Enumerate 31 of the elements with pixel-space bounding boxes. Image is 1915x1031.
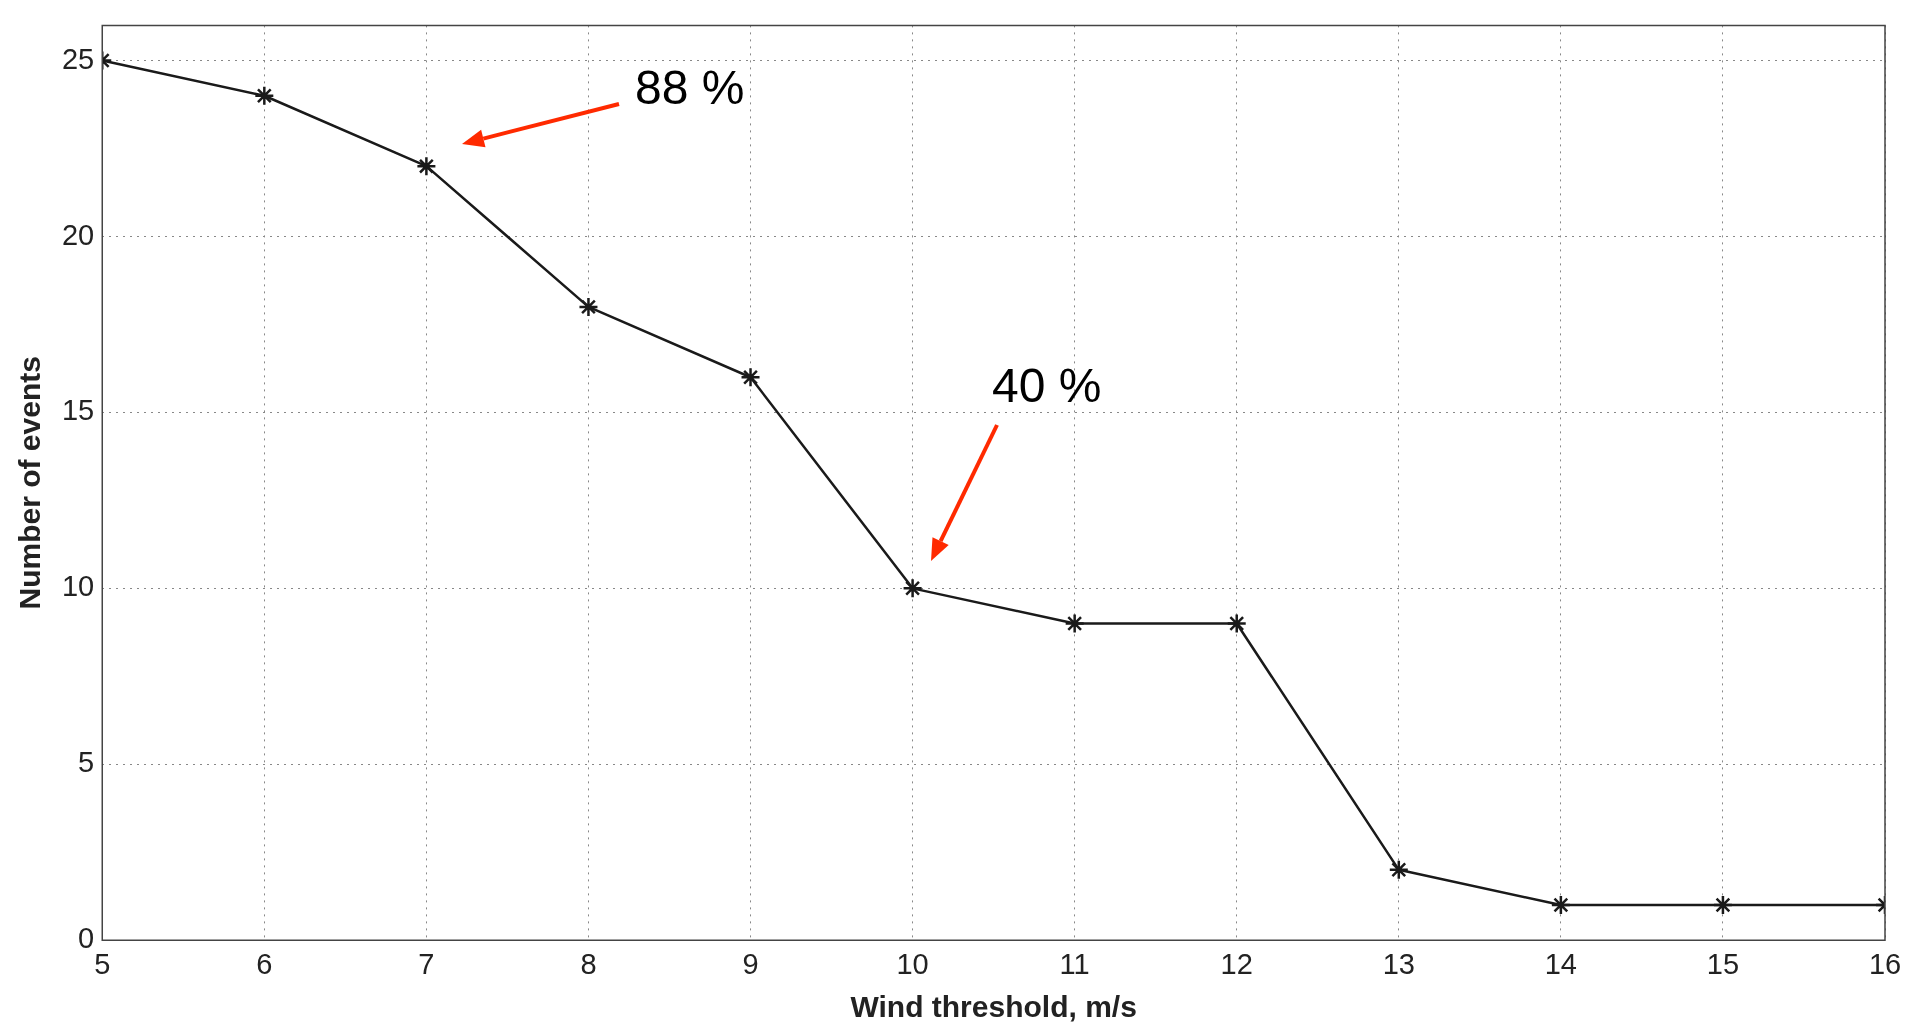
y-axis-title: Number of events (13, 356, 47, 610)
x-tick-label: 15 (1706, 947, 1740, 980)
x-tick-label: 8 (580, 947, 597, 980)
point (254, 85, 275, 107)
annotation: 88 % (635, 61, 745, 114)
x-tick-label: 11 (1059, 947, 1090, 980)
y-tick-label: 15 (61, 394, 95, 427)
y-tick-label: 20 (61, 218, 95, 251)
point (740, 367, 761, 388)
point (578, 296, 599, 318)
x-tick-label: 13 (1382, 947, 1415, 980)
x-tick-label: 6 (256, 947, 273, 980)
y-tick-label: 10 (61, 570, 95, 603)
point (1388, 859, 1410, 881)
x-tick-label: 16 (1868, 947, 1902, 980)
x-tick-label: 14 (1544, 947, 1577, 980)
x-tick-label: 9 (742, 947, 759, 980)
point (1064, 613, 1085, 634)
point (1550, 894, 1572, 916)
point (1712, 894, 1734, 916)
x-axis-title: Wind threshold, m/s (850, 990, 1137, 1024)
y-tick-label: 0 (78, 922, 95, 955)
x-tick-label: 12 (1220, 947, 1253, 980)
point (902, 578, 923, 599)
point (416, 155, 437, 177)
x-tick-label: 10 (896, 947, 929, 980)
point (1226, 613, 1247, 634)
x-tick-label: 7 (418, 947, 435, 980)
y-tick-label: 5 (78, 746, 95, 779)
y-tick-label: 25 (61, 42, 95, 75)
annotation: 40 % (992, 359, 1102, 412)
